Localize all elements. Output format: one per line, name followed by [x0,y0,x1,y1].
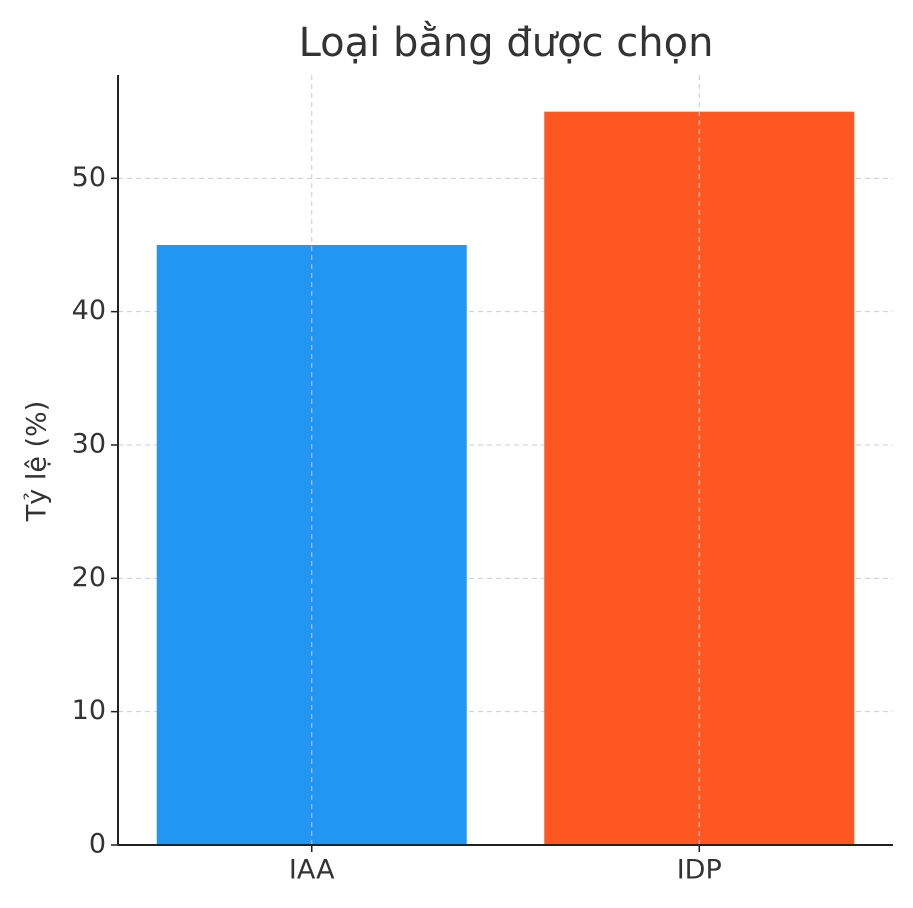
y-tick-label: 40 [72,295,106,326]
y-tick-label: 20 [72,562,106,593]
x-tick-label: IAA [289,855,335,886]
bar [544,111,855,845]
chart-title: Loại bằng được chọn [299,20,714,66]
y-tick-label: 0 [89,829,106,860]
y-tick-label: 10 [72,695,106,726]
y-axis-label: Tỷ lệ (%) [22,401,53,522]
x-tick-label: IDP [677,855,722,886]
y-tick-label: 30 [72,429,106,460]
y-tick-label: 50 [72,162,106,193]
